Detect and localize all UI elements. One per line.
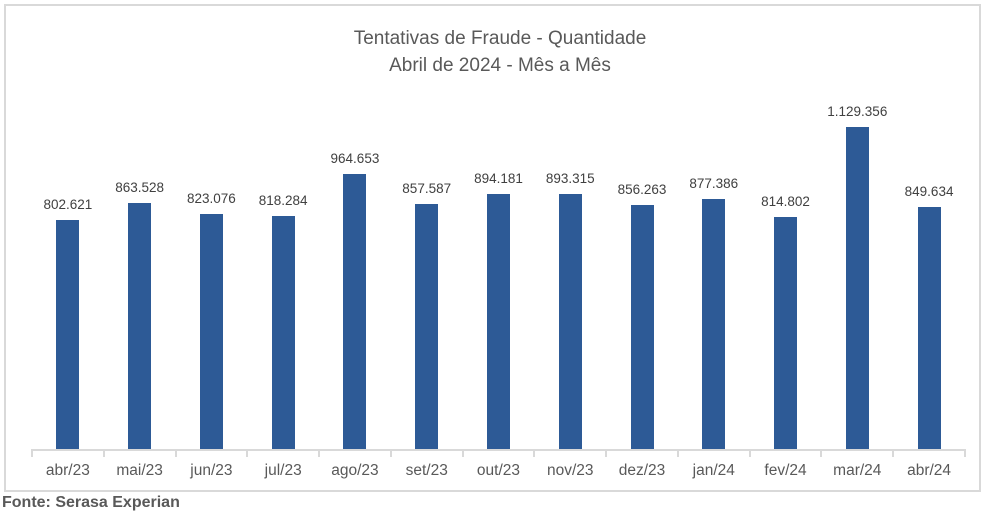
chart-title-line2: Abril de 2024 - Mês a Mês xyxy=(389,55,611,76)
bar-value-label: 814.802 xyxy=(761,194,810,209)
bar-column: 863.528 xyxy=(104,89,176,449)
bar-value-label: 823.076 xyxy=(187,191,236,206)
axis-tick xyxy=(892,449,895,457)
bar xyxy=(343,174,367,449)
bar-value-label: 893.315 xyxy=(545,171,595,186)
axis-tick xyxy=(174,449,177,457)
axis-tick xyxy=(748,449,751,457)
x-axis-label: mai/23 xyxy=(116,462,163,479)
axis-tick xyxy=(461,449,464,457)
bar xyxy=(917,207,941,449)
bar-column: 849.634 xyxy=(893,89,965,449)
x-axis-label: nov/23 xyxy=(546,462,594,479)
axis-tick xyxy=(676,449,679,457)
axis-tick xyxy=(318,449,321,457)
bar-column: 823.076 xyxy=(176,89,248,449)
bar xyxy=(415,204,439,449)
bar-value-label: 802.621 xyxy=(43,197,93,212)
bar xyxy=(486,194,510,449)
x-axis-label: out/23 xyxy=(476,462,521,479)
bar-column: 802.621 xyxy=(32,89,104,449)
bar xyxy=(845,127,869,449)
bar-value-label: 1.129.356 xyxy=(827,104,888,119)
bar xyxy=(558,194,582,449)
axis-tick xyxy=(31,449,33,457)
bar-column: 877.386 xyxy=(678,89,750,449)
bar xyxy=(630,205,654,449)
axis-tick xyxy=(246,449,249,457)
x-axis-labels: abr/23 mai/23 jun/23 jul/23 ago/23 set/23 out/… xyxy=(32,461,965,481)
bar-value-label: 856.263 xyxy=(617,182,667,197)
source-note: Fonte: Serasa Experian xyxy=(2,494,180,511)
x-axis-label: set/23 xyxy=(405,462,448,479)
x-axis-label: jul/23 xyxy=(264,462,302,479)
axis-tick xyxy=(533,449,536,457)
bar-column: 893.315 xyxy=(534,89,606,449)
axis-tick xyxy=(605,449,608,457)
bar xyxy=(56,220,80,449)
x-axis-label: abr/24 xyxy=(907,462,952,479)
bar-value-label: 818.284 xyxy=(258,193,308,208)
bar-column: 856.263 xyxy=(606,89,678,449)
plot-columns: 802.621 863.528 823.076 818.284 964.653 … xyxy=(32,89,965,449)
chart-frame: Tentativas de Fraude - Quantidade Abril … xyxy=(4,4,981,492)
x-axis-line xyxy=(32,449,965,451)
chart-title-line1: Tentativas de Fraude - Quantidade xyxy=(353,28,647,49)
bar-column: 1.129.356 xyxy=(821,89,893,449)
bar-value-label: 857.587 xyxy=(402,181,452,196)
x-axis-label: jan/24 xyxy=(692,462,735,479)
bar xyxy=(199,214,223,449)
axis-tick xyxy=(102,449,105,457)
bar-column: 894.181 xyxy=(463,89,535,449)
bar-value-label: 863.528 xyxy=(115,180,165,195)
x-axis-label: abr/23 xyxy=(45,462,90,479)
bar-value-label: 964.653 xyxy=(330,151,380,166)
bar xyxy=(774,217,798,449)
bar-value-label: 849.634 xyxy=(904,184,954,199)
bar-value-label: 894.181 xyxy=(474,171,523,186)
axis-tick xyxy=(964,449,966,457)
x-axis-label: jun/23 xyxy=(190,462,233,479)
bar xyxy=(702,199,726,449)
chart-title: Tentativas de Fraude - Quantidade Abril … xyxy=(6,25,988,79)
axis-tick xyxy=(389,449,392,457)
x-axis-label: dez/23 xyxy=(618,462,666,479)
x-axis-label: fev/24 xyxy=(764,462,807,479)
x-axis-label: mar/24 xyxy=(833,462,882,479)
axis-tick xyxy=(820,449,823,457)
bar-column: 964.653 xyxy=(319,89,391,449)
bar xyxy=(271,216,295,449)
bar-column: 857.587 xyxy=(391,89,463,449)
bar-column: 818.284 xyxy=(247,89,319,449)
x-axis-label: ago/23 xyxy=(331,462,379,479)
axis-ticks xyxy=(31,449,966,457)
bar-column: 814.802 xyxy=(750,89,822,449)
bar-value-label: 877.386 xyxy=(689,176,739,191)
bar xyxy=(128,203,152,449)
